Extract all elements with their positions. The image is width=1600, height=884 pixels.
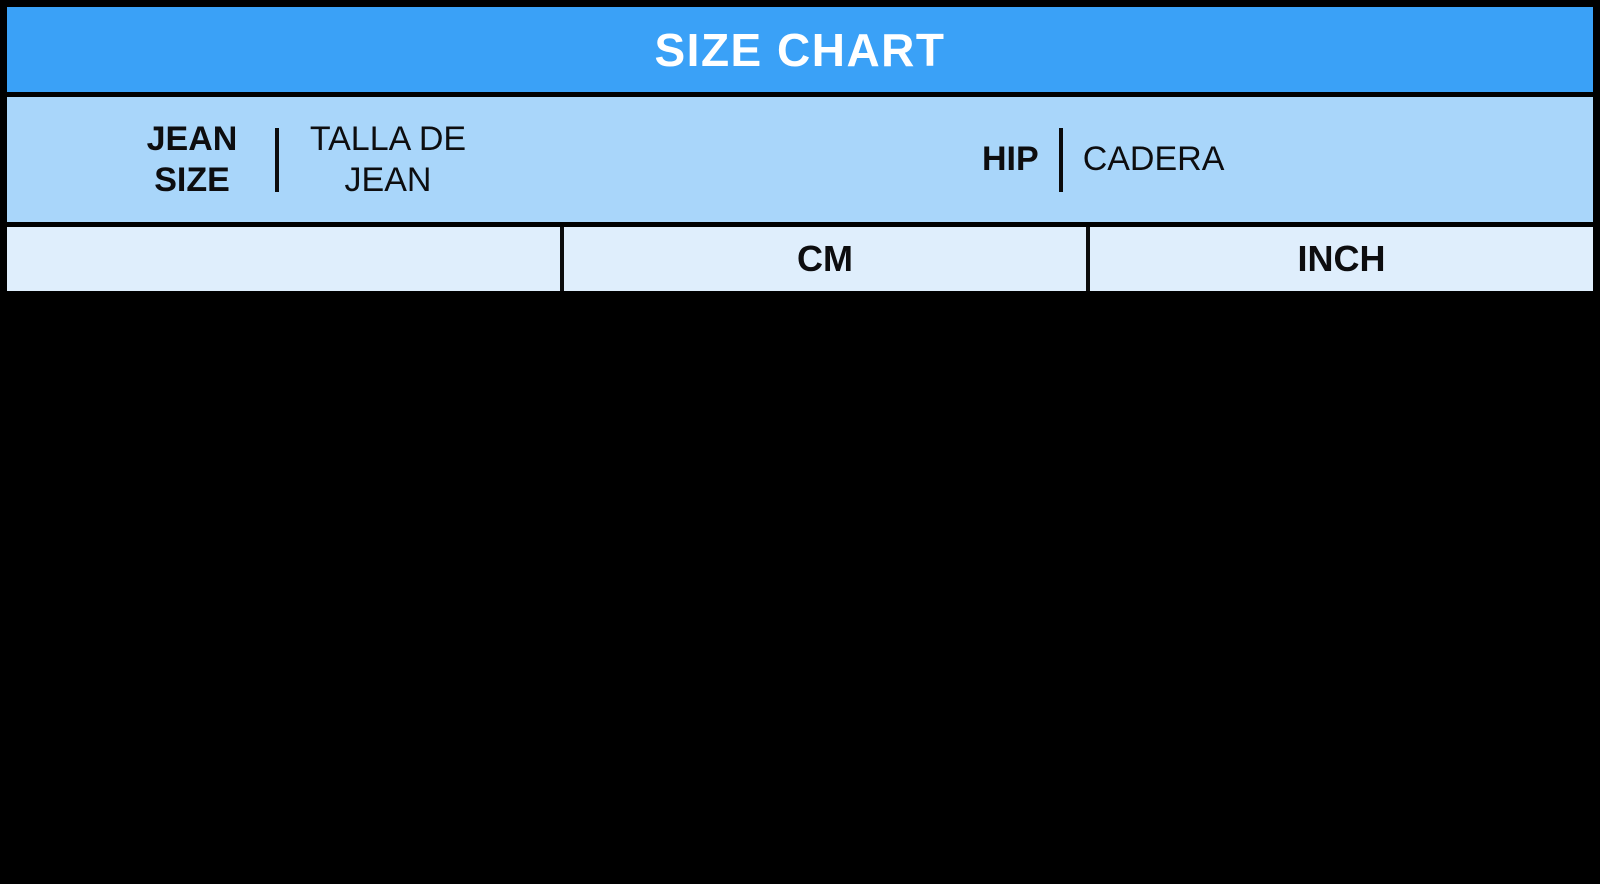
- vertical-separator-bar: [1058, 127, 1063, 192]
- hip-header-group: HIP CADERA: [982, 97, 1224, 222]
- size-chart-table: SIZE CHART JEAN SIZE TALLA DE JEAN HIP C…: [0, 0, 1600, 296]
- column-divider: [1086, 227, 1090, 291]
- unit-cell-inch: INCH: [1090, 227, 1593, 291]
- jean-size-label-es: TALLA DE JEAN: [309, 120, 467, 199]
- vertical-separator-bar: [275, 127, 279, 192]
- hip-label-es: CADERA: [1082, 140, 1225, 179]
- column-divider: [560, 227, 564, 291]
- size-chart-title: SIZE CHART: [654, 23, 946, 76]
- unit-cell-blank: [7, 227, 560, 291]
- jean-size-header-group: JEAN SIZE TALLA DE JEAN: [127, 97, 479, 222]
- unit-cell-cm: CM: [564, 227, 1086, 291]
- measurement-header-row: JEAN SIZE TALLA DE JEAN HIP CADERA: [7, 97, 1593, 222]
- hip-label-en: HIP: [982, 140, 1039, 179]
- unit-header-row: CM INCH: [7, 227, 1593, 291]
- size-chart-title-bar: SIZE CHART: [7, 7, 1593, 92]
- jean-size-label-en: JEAN SIZE: [146, 120, 238, 199]
- table-body-blackout-area: [0, 295, 1600, 884]
